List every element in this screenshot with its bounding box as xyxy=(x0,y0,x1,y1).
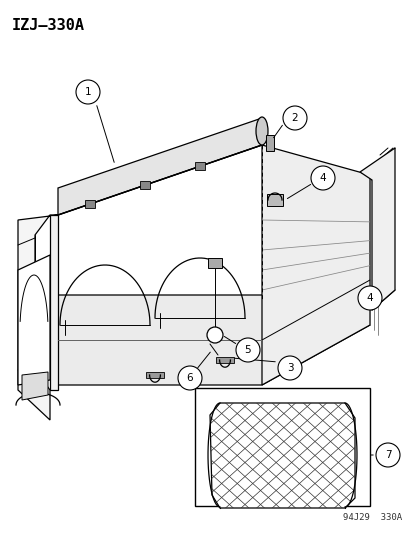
Ellipse shape xyxy=(255,117,267,145)
Polygon shape xyxy=(359,148,394,310)
Polygon shape xyxy=(50,215,58,390)
Text: 4: 4 xyxy=(319,173,325,183)
Circle shape xyxy=(357,286,381,310)
Polygon shape xyxy=(216,357,233,363)
Polygon shape xyxy=(266,194,282,206)
Circle shape xyxy=(76,80,100,104)
Circle shape xyxy=(235,338,259,362)
Polygon shape xyxy=(209,403,354,508)
Polygon shape xyxy=(195,162,204,170)
Circle shape xyxy=(277,356,301,380)
Polygon shape xyxy=(207,258,221,268)
Polygon shape xyxy=(58,118,261,215)
Text: 6: 6 xyxy=(186,373,193,383)
Text: 3: 3 xyxy=(286,363,292,373)
Text: 94J29  330A: 94J29 330A xyxy=(342,513,401,522)
Polygon shape xyxy=(266,135,273,151)
Text: 1: 1 xyxy=(85,87,91,97)
Polygon shape xyxy=(146,372,164,378)
Polygon shape xyxy=(18,215,58,420)
Text: 2: 2 xyxy=(291,113,298,123)
Bar xyxy=(195,388,369,506)
Polygon shape xyxy=(58,295,369,385)
Text: IZJ–330A: IZJ–330A xyxy=(12,18,85,33)
Circle shape xyxy=(310,166,334,190)
Circle shape xyxy=(178,366,202,390)
Text: 4: 4 xyxy=(366,293,373,303)
Polygon shape xyxy=(85,200,95,208)
Circle shape xyxy=(282,106,306,130)
Text: 5: 5 xyxy=(244,345,251,355)
Circle shape xyxy=(206,327,223,343)
Polygon shape xyxy=(261,145,369,385)
Polygon shape xyxy=(18,255,50,385)
Polygon shape xyxy=(22,372,48,400)
Polygon shape xyxy=(140,181,150,189)
Text: 7: 7 xyxy=(384,450,390,460)
Circle shape xyxy=(375,443,399,467)
